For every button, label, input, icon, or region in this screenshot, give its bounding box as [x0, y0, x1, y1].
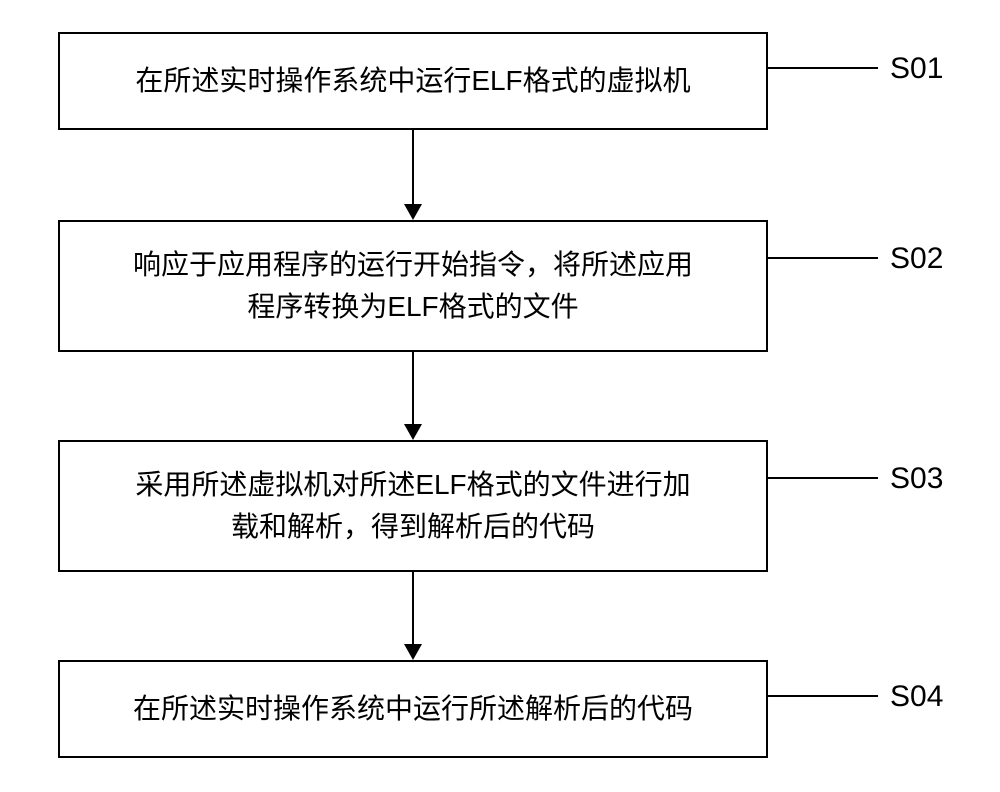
flow-node-text: 在所述实时操作系统中运行所述解析后的代码 [133, 688, 693, 730]
flow-label-s01: S01 [890, 52, 943, 86]
leader-line [768, 67, 878, 69]
flow-node-s01: 在所述实时操作系统中运行ELF格式的虚拟机 [58, 32, 768, 130]
flow-node-text: 在所述实时操作系统中运行ELF格式的虚拟机 [135, 60, 690, 102]
flow-node-s02: 响应于应用程序的运行开始指令，将所述应用 程序转换为ELF格式的文件 [58, 220, 768, 352]
flow-node-text: 响应于应用程序的运行开始指令，将所述应用 程序转换为ELF格式的文件 [133, 244, 693, 328]
arrowhead-icon [404, 424, 422, 440]
flow-node-text: 采用所述虚拟机对所述ELF格式的文件进行加 载和解析，得到解析后的代码 [135, 464, 690, 548]
leader-line [768, 477, 878, 479]
leader-line [768, 695, 878, 697]
flow-label-s03: S03 [890, 462, 943, 496]
flowchart-canvas: 在所述实时操作系统中运行ELF格式的虚拟机 S01 响应于应用程序的运行开始指令… [0, 0, 1000, 792]
arrowhead-icon [404, 644, 422, 660]
flow-node-s04: 在所述实时操作系统中运行所述解析后的代码 [58, 660, 768, 758]
flow-node-s03: 采用所述虚拟机对所述ELF格式的文件进行加 载和解析，得到解析后的代码 [58, 440, 768, 572]
flow-arrow [412, 130, 414, 204]
arrowhead-icon [404, 204, 422, 220]
leader-line [768, 257, 878, 259]
flow-arrow [412, 572, 414, 644]
flow-label-s02: S02 [890, 242, 943, 276]
flow-arrow [412, 352, 414, 424]
flow-label-s04: S04 [890, 680, 943, 714]
